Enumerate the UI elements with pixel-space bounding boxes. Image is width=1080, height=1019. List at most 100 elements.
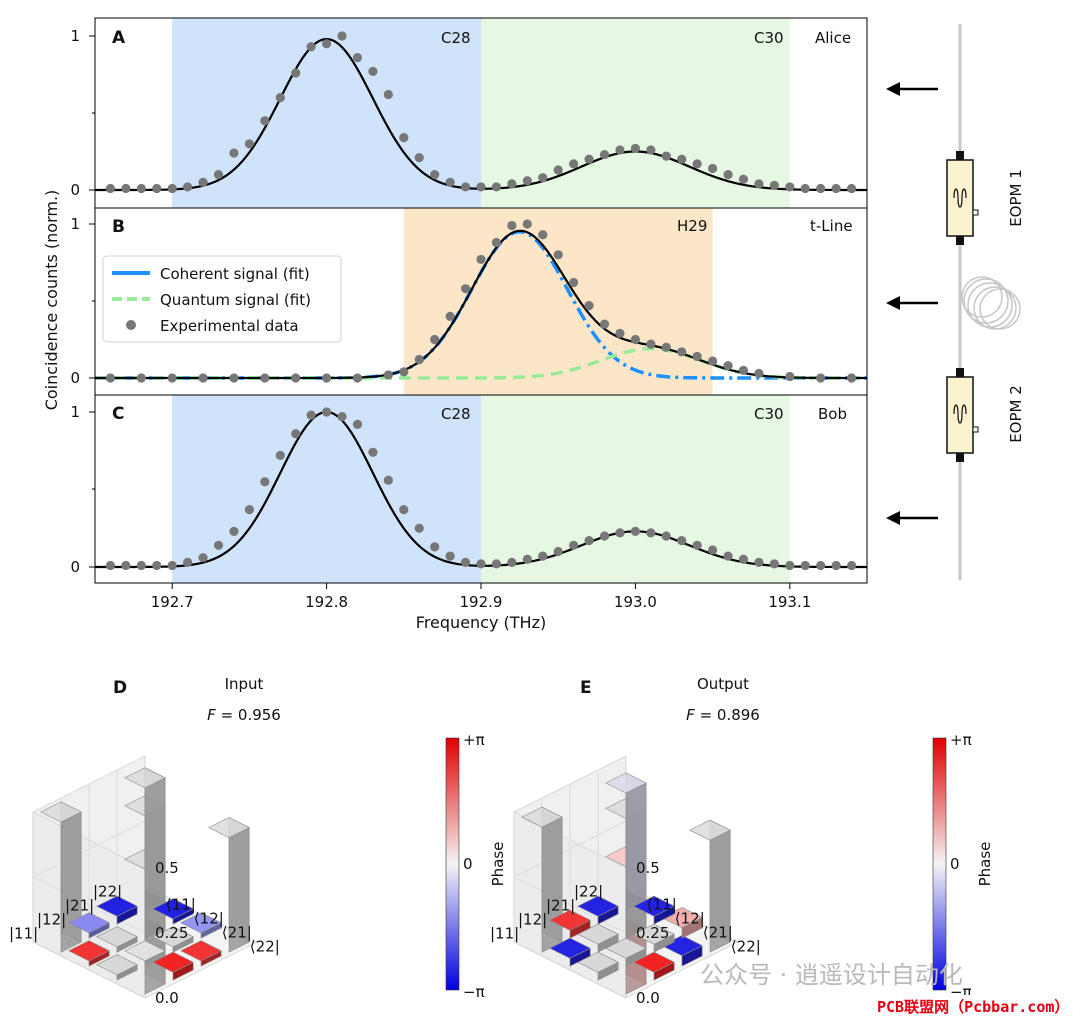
corner-label-alice: Alice — [815, 29, 851, 47]
data-point — [723, 361, 733, 371]
spool-ring-5 — [979, 288, 1021, 330]
data-point — [708, 356, 718, 366]
data-point — [183, 182, 193, 192]
eopm2-label: EOPM 2 — [1007, 385, 1025, 443]
data-point — [430, 542, 440, 552]
eopm2-cap-top — [956, 368, 964, 378]
data-point — [121, 183, 131, 194]
data-point — [615, 145, 625, 155]
gridline — [512, 820, 627, 934]
colorbar-d-label: Phase — [489, 842, 507, 887]
data-point — [430, 170, 440, 180]
bar3d-d: |11||12||21||22| ⟨11|⟨12|⟨21|⟨22| 0.5 0.25 0… — [9, 755, 280, 1007]
colorbar-e-tick-max: +π — [950, 731, 972, 749]
xtick-label: 192.7 — [151, 593, 194, 611]
legend: Coherent signal (fit) Quantum signal (fi… — [102, 255, 342, 343]
bar-top — [549, 909, 591, 931]
data-point — [615, 328, 625, 338]
bar-top — [208, 817, 250, 839]
data-point — [399, 133, 409, 143]
eopm2-device: EOPM 2 — [946, 368, 1025, 462]
bands-c — [172, 395, 790, 583]
data-point — [846, 560, 857, 571]
panel-a: A C28 C30 Alice 1 0 — [70, 17, 868, 209]
eopm2-body — [946, 376, 974, 454]
bar-top — [124, 940, 166, 962]
band-c30-c — [481, 395, 790, 583]
data-point — [352, 373, 363, 383]
data-point — [414, 354, 424, 365]
data-point — [831, 183, 841, 194]
data-point — [846, 373, 857, 383]
fidelity-symbol-d: F — [207, 706, 216, 724]
panel-e: E Output F = 0.896 |11||12||21||22|⟨11|⟨… — [490, 675, 994, 1007]
data-point — [152, 183, 162, 194]
col-label: ⟨11| — [647, 896, 677, 914]
data-point — [677, 154, 687, 164]
data-point — [198, 553, 208, 563]
watermark-text: 公众号 · 逍遥设计自动化 — [700, 961, 963, 989]
bar-top — [152, 926, 194, 948]
data-point — [599, 531, 610, 541]
bar-top — [68, 940, 110, 962]
points-b — [105, 219, 857, 383]
data-point — [522, 219, 532, 229]
eopm1-device: EOPM 1 — [946, 151, 1025, 245]
data-point — [229, 526, 239, 536]
data-point — [121, 560, 131, 571]
fidelity-value-d: = 0.956 — [221, 706, 281, 724]
data-point — [677, 536, 687, 546]
band-label-c28-a: C28 — [441, 29, 471, 47]
data-point — [136, 373, 146, 383]
data-point — [553, 165, 563, 175]
bar-top — [124, 767, 166, 789]
data-point — [599, 149, 610, 160]
arrow-alice-head — [886, 82, 900, 96]
row-label: |11| — [490, 925, 519, 943]
series-line-total-fit — [95, 229, 867, 380]
band-label-c30-a: C30 — [754, 29, 784, 47]
corner-label-bob: Bob — [818, 405, 847, 423]
gridline — [31, 755, 146, 869]
data-point — [414, 523, 424, 533]
data-point — [105, 183, 116, 194]
data-point — [445, 311, 455, 321]
band-h29-b — [403, 208, 713, 395]
panel-b: B H29 t-Line 1 0 Coherent signal (fit) Q… — [70, 207, 868, 396]
arrow-bob — [886, 511, 938, 525]
data-point — [491, 559, 502, 569]
panel-label-e: E — [580, 678, 592, 698]
data-point — [368, 66, 378, 77]
points-c — [105, 407, 857, 571]
sine-wave-icon — [953, 188, 967, 208]
data-point — [445, 551, 455, 561]
data-point — [460, 182, 471, 192]
data-point — [846, 183, 857, 194]
eopm1-cap-top — [956, 151, 964, 161]
bar-top — [152, 898, 194, 920]
fidelity-value-e: = 0.896 — [700, 706, 760, 724]
data-point — [476, 254, 486, 265]
xtick-label: 193.1 — [768, 593, 811, 611]
bar-top — [605, 772, 647, 794]
bar-top — [96, 895, 138, 917]
data-point — [352, 52, 363, 63]
bar-side — [541, 816, 563, 953]
data-point — [615, 528, 625, 538]
panel-label-b: B — [112, 217, 125, 237]
data-point — [754, 557, 764, 567]
z-tick-label: 0.25 — [155, 924, 188, 942]
watermark-site-bg — [873, 995, 1078, 1017]
data-point — [553, 250, 563, 260]
data-point — [584, 536, 594, 546]
data-point — [754, 179, 764, 189]
panel-e-fidelity: F = 0.896 — [686, 706, 760, 724]
data-point — [507, 557, 517, 567]
data-point — [738, 174, 749, 184]
arrow-alice — [886, 82, 938, 96]
data-point — [105, 373, 116, 383]
data-point — [661, 342, 671, 352]
bar-top — [521, 806, 563, 828]
data-point — [538, 230, 548, 240]
data-point — [399, 367, 409, 377]
